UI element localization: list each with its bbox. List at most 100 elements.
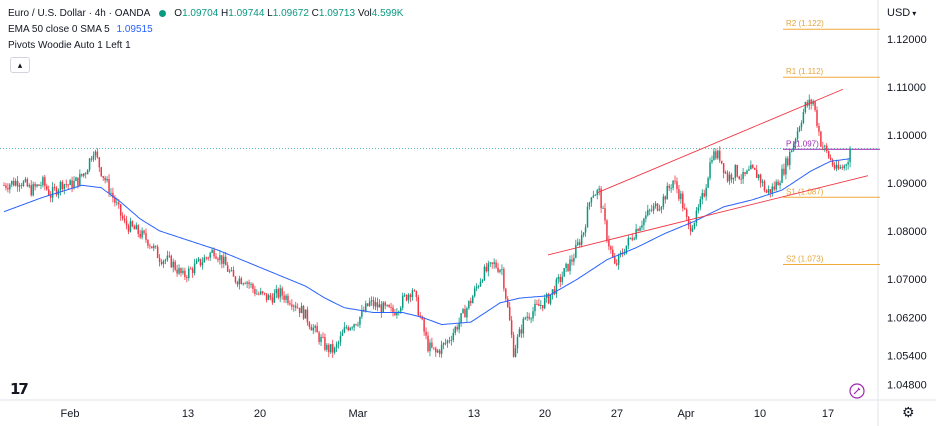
gear-icon[interactable]: ⚙ xyxy=(902,404,915,420)
candle xyxy=(102,175,104,181)
candle xyxy=(715,148,717,160)
candle xyxy=(386,304,388,307)
candle xyxy=(374,297,377,311)
price-axis[interactable]: 1.12000 1.11000 1.10000 1.09000 1.08000 1.070… xyxy=(887,34,927,392)
candle xyxy=(730,172,733,184)
candle xyxy=(750,160,752,170)
candle-body xyxy=(825,145,828,152)
candle-body xyxy=(59,181,62,191)
candle-body xyxy=(701,193,704,200)
candle xyxy=(847,159,849,170)
candle xyxy=(804,101,807,114)
candle-body xyxy=(151,246,153,249)
candle xyxy=(32,181,34,197)
candle-body xyxy=(269,295,272,298)
tradingview-logo-icon[interactable]: 𝟭𝟳 xyxy=(10,381,29,398)
candle-body xyxy=(90,158,93,160)
candle-body xyxy=(205,257,208,259)
candle xyxy=(53,183,56,191)
legend-ema-row[interactable]: EMA 50 close 0 SMA 5 1.09515 xyxy=(8,24,153,35)
candle-body xyxy=(162,260,165,264)
candle xyxy=(423,317,425,336)
candle-body xyxy=(3,185,5,187)
candle xyxy=(460,312,462,327)
candle xyxy=(176,264,178,277)
candle-body xyxy=(709,162,711,179)
candle-body xyxy=(773,186,775,190)
candle-body xyxy=(119,204,122,216)
candle-body xyxy=(814,101,816,111)
candle xyxy=(540,300,542,310)
candle xyxy=(559,273,562,288)
pivot-levels: R2 (1.122) R1 (1.112) P (1.097) S1 (1.087) S… xyxy=(783,19,880,266)
candle-body xyxy=(726,172,729,182)
candle-body xyxy=(386,304,388,306)
candle xyxy=(645,211,647,223)
candle-body xyxy=(602,208,604,209)
candle-body xyxy=(676,181,678,190)
candle-body xyxy=(648,209,651,211)
candle-body xyxy=(154,245,157,247)
candle xyxy=(684,203,686,210)
trend-channel[interactable] xyxy=(547,88,869,256)
currency-selector[interactable]: USD ▾ xyxy=(887,7,916,19)
candle-body xyxy=(106,179,108,181)
candle xyxy=(153,243,155,252)
candle-body xyxy=(366,303,369,306)
candle xyxy=(524,316,527,321)
candle-body xyxy=(833,165,836,169)
candle xyxy=(654,201,657,209)
candle xyxy=(720,160,723,165)
candle-body xyxy=(188,268,190,279)
candle xyxy=(306,306,309,326)
candle-body xyxy=(444,342,447,344)
candle xyxy=(594,193,597,196)
candle-body xyxy=(824,145,826,147)
candle-body xyxy=(405,294,408,301)
candle xyxy=(308,321,311,330)
candle-body xyxy=(514,348,517,357)
candle-body xyxy=(67,184,69,186)
magic-indicator-icon[interactable] xyxy=(849,383,865,399)
chevron-up-icon[interactable]: ▴ xyxy=(10,57,30,73)
candle xyxy=(549,294,552,306)
candle-body xyxy=(135,225,138,230)
candle-body xyxy=(419,315,421,317)
candle-body xyxy=(479,281,482,287)
candle-body xyxy=(516,336,519,349)
pivots-indicator-label[interactable]: Pivots Woodie Auto 1 Left 1 xyxy=(8,40,131,51)
candle-body xyxy=(195,260,198,264)
candle xyxy=(82,173,85,178)
candle-body xyxy=(82,173,85,176)
candle-body xyxy=(522,318,525,334)
candle xyxy=(125,215,128,230)
candle xyxy=(705,184,707,201)
symbol-title[interactable]: Euro / U.S. Dollar · 4h · OANDA xyxy=(8,8,150,19)
time-axis[interactable]: Feb 13 20 Mar 13 20 27 Apr 10 17 xyxy=(61,408,835,420)
candle xyxy=(16,175,19,192)
candle xyxy=(600,186,602,213)
candle xyxy=(49,191,52,203)
candle-body xyxy=(384,302,386,306)
candle-body xyxy=(55,187,58,195)
candle xyxy=(707,176,709,189)
candle-body xyxy=(524,317,527,319)
candle-body xyxy=(720,160,723,164)
ema-indicator-label[interactable]: EMA 50 close 0 SMA 5 xyxy=(8,24,110,35)
candle xyxy=(563,267,565,277)
candle-body xyxy=(489,262,491,264)
candle-body xyxy=(684,208,686,210)
candle xyxy=(522,316,525,338)
legend-pivots-row[interactable]: Pivots Woodie Auto 1 Left 1 xyxy=(8,40,131,51)
candle xyxy=(61,180,64,193)
candle xyxy=(100,166,102,178)
candle xyxy=(90,155,93,162)
candle-body xyxy=(265,293,268,301)
candle xyxy=(141,227,143,240)
candle xyxy=(691,224,694,233)
candle-body xyxy=(425,331,427,336)
candle xyxy=(258,291,260,296)
candle-body xyxy=(643,218,645,226)
